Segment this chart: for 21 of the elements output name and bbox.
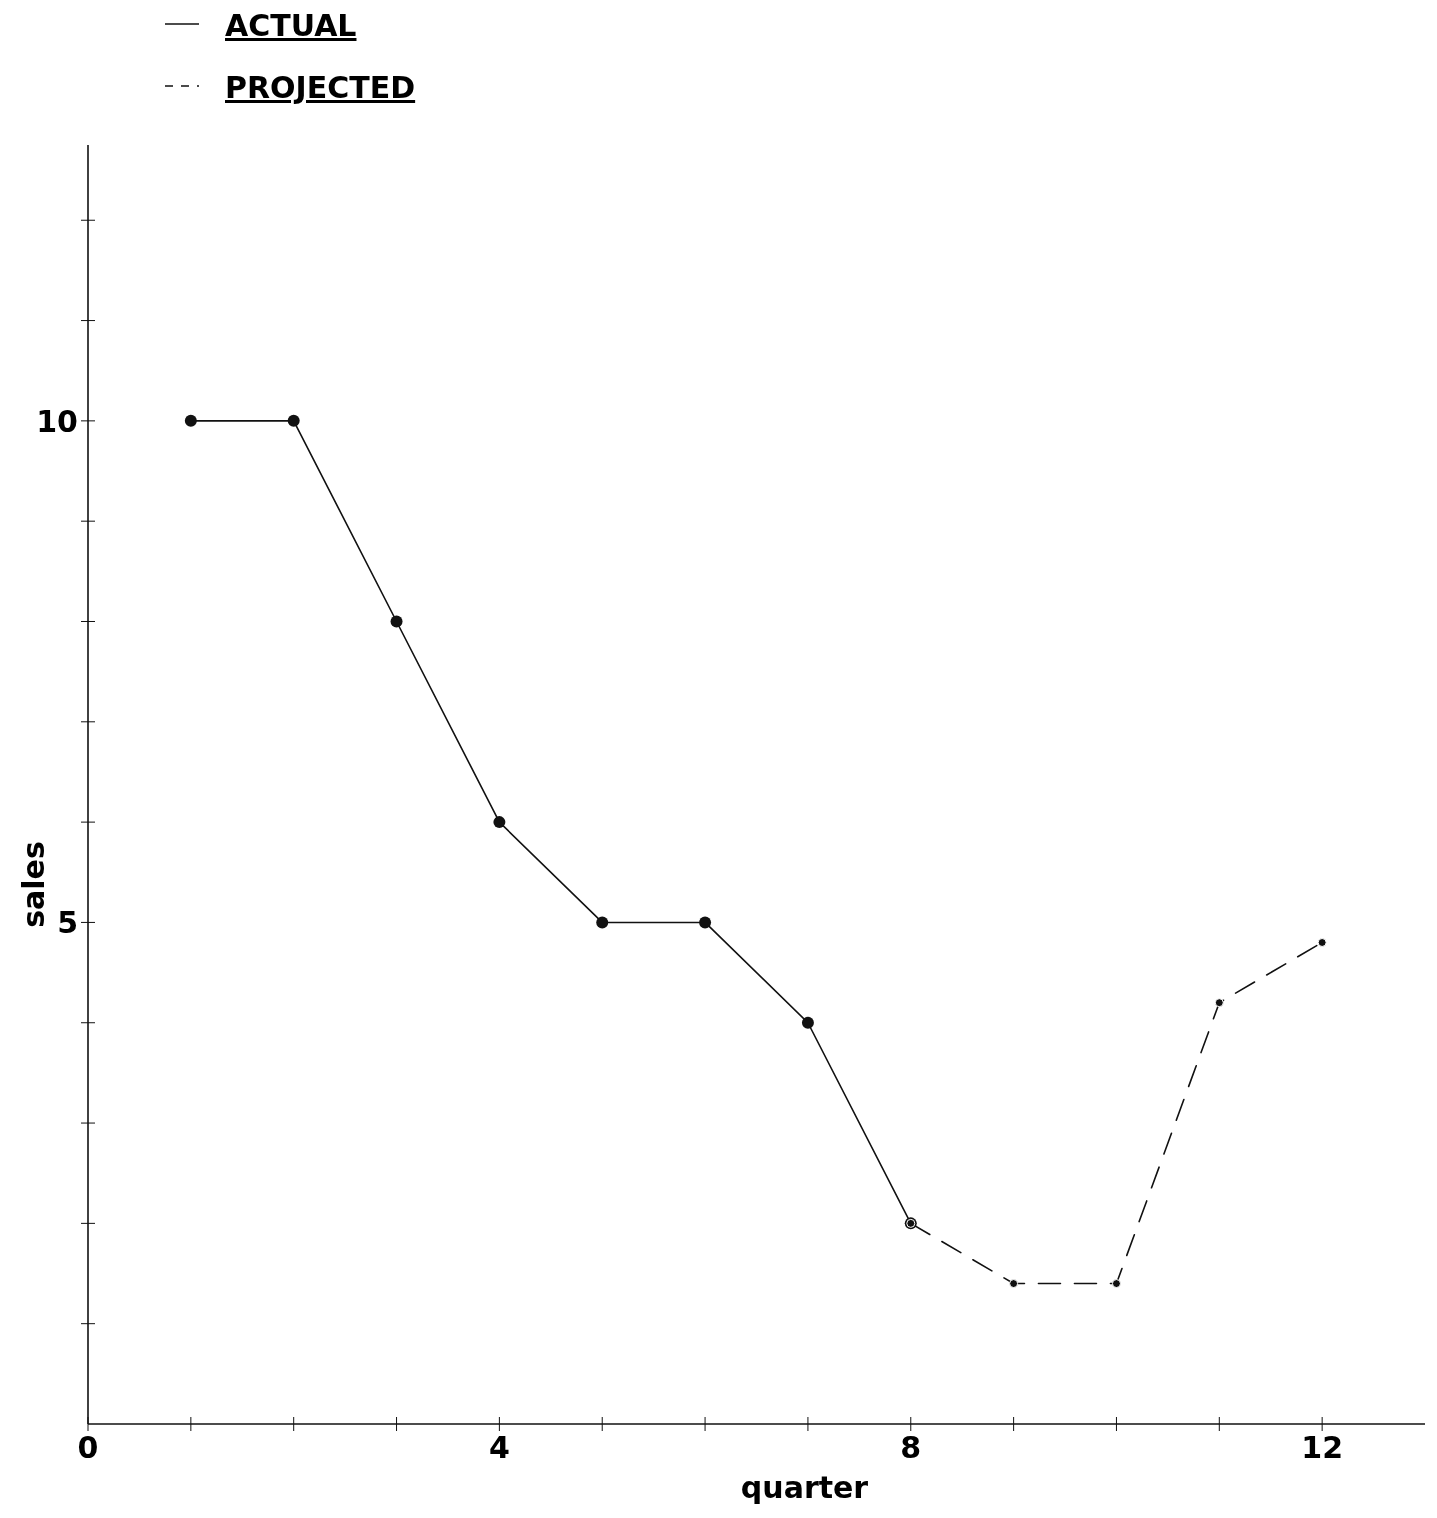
point	[287, 414, 300, 427]
point	[1111, 1279, 1121, 1289]
point	[184, 414, 197, 427]
y-tick-label: 10	[36, 403, 78, 439]
x-axis-title: quarter	[740, 1470, 869, 1505]
point	[493, 816, 506, 829]
point	[1214, 998, 1224, 1008]
point	[390, 615, 403, 628]
x-tick-label: 4	[488, 1430, 510, 1465]
y-axis-title: sales	[16, 841, 51, 928]
point	[596, 916, 609, 929]
point	[801, 1016, 814, 1029]
x-tick-label: 0	[77, 1430, 99, 1465]
x-tick-label: 8	[900, 1430, 922, 1465]
legend-label: PROJECTED	[225, 70, 416, 105]
legend-label: ACTUAL	[225, 8, 357, 43]
point	[699, 916, 712, 929]
y-tick-label: 5	[57, 905, 78, 941]
point	[1317, 937, 1327, 947]
point	[1009, 1279, 1019, 1289]
x-tick-label: 12	[1301, 1430, 1344, 1465]
